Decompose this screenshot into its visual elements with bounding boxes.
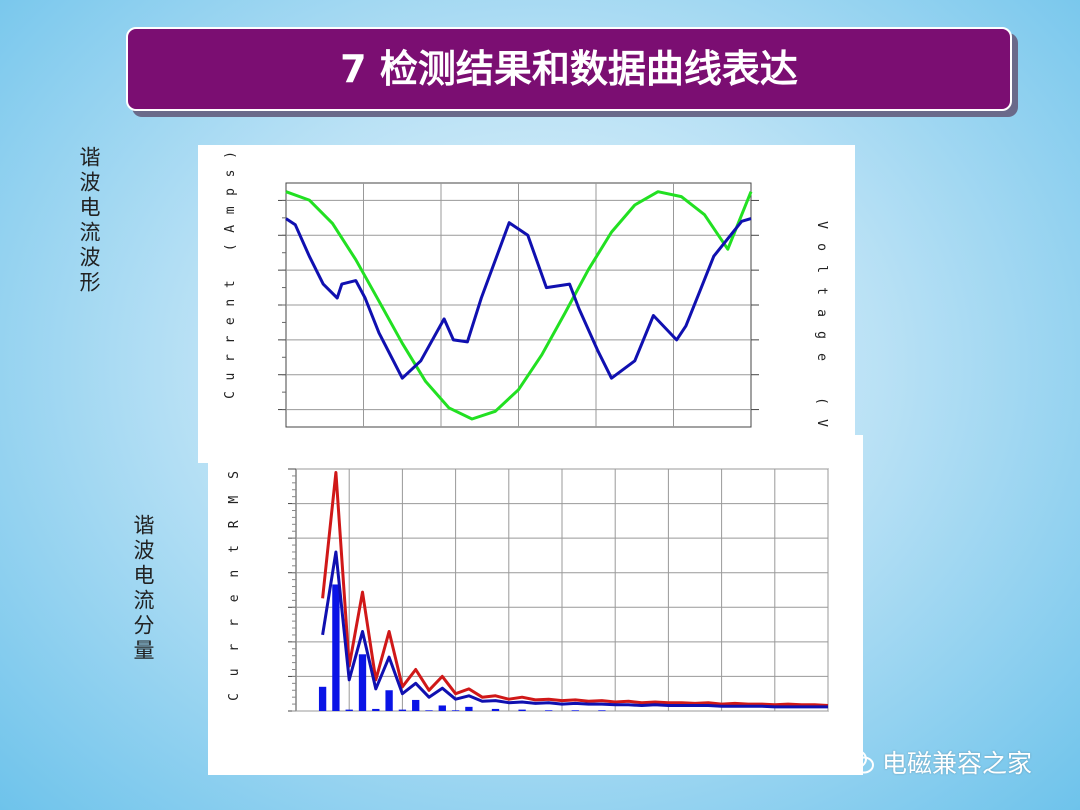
harmonic-bar: [598, 710, 606, 711]
y2-axis-title-char: o: [814, 243, 829, 251]
watermark-text: 电磁兼容之家: [882, 749, 1033, 778]
harmonic-bar: [372, 708, 380, 711]
y-axis-title: Cu r r e n t ( Am p s): [223, 151, 238, 399]
y-axis-title-char: (: [223, 243, 238, 251]
harmonic-bar: [318, 686, 327, 711]
harmonic-bar: [425, 710, 433, 711]
harmonic-bar: [491, 708, 500, 711]
harmonic-bar: [438, 705, 446, 711]
blue-series-line: [321, 550, 828, 709]
y2-axis-title-char: e: [814, 353, 829, 361]
components-label: 谐波电流分量: [131, 514, 155, 664]
y-axis-title-char: A: [223, 225, 238, 233]
y-axis-title-char: p: [223, 188, 238, 196]
y2-axis-title-char: a: [814, 309, 829, 317]
harmonic-bar: [398, 709, 407, 711]
y-axis-title-char: M: [227, 496, 242, 504]
harmonic-bar: [518, 709, 526, 711]
y-axis-title-char: r: [227, 644, 242, 652]
wechat-icon: [843, 749, 874, 774]
harmonic-bar: [465, 706, 473, 711]
y-axis-title-char: C: [227, 693, 242, 701]
y-axis-title-char: R: [227, 520, 242, 528]
y-axis-title-char: t: [223, 280, 238, 288]
y2-axis-title-char: g: [814, 331, 829, 339]
harmonic-bar: [545, 710, 553, 711]
y-axis-title-char: t: [227, 545, 242, 553]
y-axis-title-char: r: [227, 619, 242, 627]
y-axis-title-char: u: [223, 373, 238, 381]
harmonic-bar: [451, 710, 460, 711]
harmonic-bar: [332, 584, 340, 711]
watermark: 电磁兼容之家: [842, 744, 1032, 780]
y2-axis-title-char: (: [814, 397, 829, 405]
y-axis-title-char: e: [223, 317, 238, 325]
slide-title: 7 检测结果和数据曲线表达: [340, 47, 798, 91]
y-axis-title-char: e: [227, 594, 242, 602]
y-axis-title: Cu r r e n t R M S: [227, 471, 242, 701]
y-axis-title-char: ): [223, 151, 238, 159]
y2-axis-title-char: l: [814, 265, 829, 273]
harmonic-bar: [345, 709, 353, 711]
waveform-chart: Cu r r e n t ( Am p s) Vo l t a g e ( V): [223, 151, 829, 449]
harmonic-bar: [571, 710, 579, 711]
voltage-waveform-line: [285, 190, 753, 421]
harmonic-bar: [358, 654, 367, 711]
y-axis-title-char: u: [227, 668, 242, 676]
y-axis-title-char: r: [223, 354, 238, 362]
y-axis-title-char: s: [223, 170, 238, 178]
y-axis-title-char: m: [223, 206, 238, 214]
current-waveform-line: [285, 217, 752, 380]
harmonic-bar: [385, 690, 393, 711]
harmonic-bar: [412, 699, 420, 711]
y-axis-title-char: n: [227, 570, 242, 578]
waveform-chart-panel: Cu r r e n t ( Am p s) Vo l t a g e ( V): [198, 145, 855, 463]
y2-axis-title-char: t: [814, 287, 829, 295]
harmonic-chart: Cu r r e n t R M S: [227, 468, 829, 712]
title-banner: 7 检测结果和数据曲线表达: [126, 27, 1012, 111]
y2-axis-title-char: V: [814, 419, 829, 427]
y2-axis-title-char: V: [814, 221, 829, 229]
y-axis-title-char: r: [223, 336, 238, 344]
y-axis-title-char: S: [227, 471, 242, 479]
waveform-label: 谐波电流波形: [77, 146, 101, 296]
y-axis-title-char: n: [223, 299, 238, 307]
red-series-line: [321, 471, 829, 707]
y-axis-title-char: C: [223, 391, 238, 399]
